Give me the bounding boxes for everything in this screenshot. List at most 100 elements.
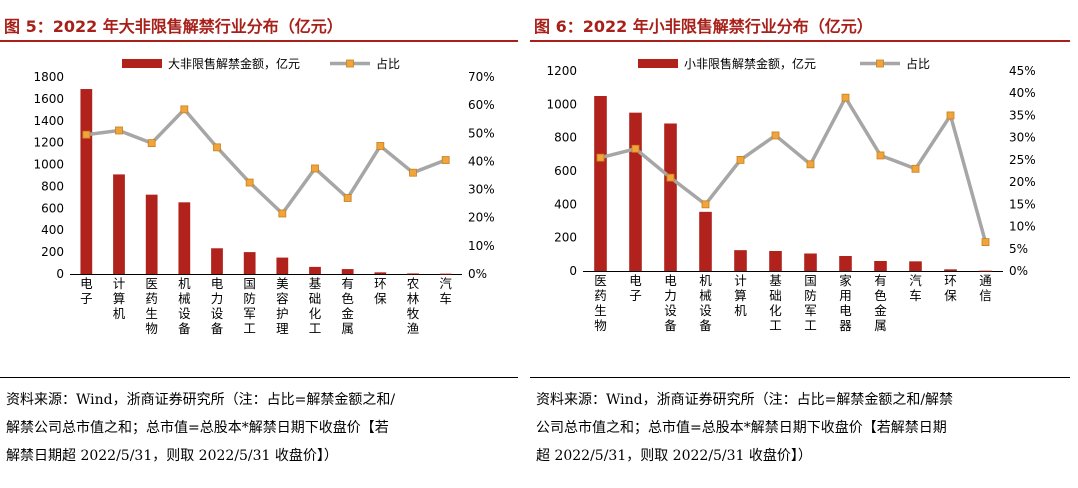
category-label-char: 电 [839, 303, 852, 318]
bar [734, 250, 747, 271]
category-label-char: 药 [594, 288, 607, 303]
y-right-tick-label: 30% [468, 183, 495, 197]
category-label-char: 备 [211, 321, 224, 336]
category-label-char: 生 [594, 303, 607, 318]
share-line [600, 95, 988, 243]
y-left-tick-label: 400 [554, 197, 577, 211]
y-right-tick-label: 10% [1009, 220, 1036, 234]
source-line: 资料来源：Wind，浙商证券研究所（注：占比=解禁金额之和/ [6, 392, 396, 408]
category-label: 医药生物 [594, 273, 607, 333]
category-label-char: 汽 [439, 276, 452, 291]
figure-5-source-rule [0, 377, 518, 378]
legend-line-label: 占比 [376, 56, 400, 71]
bar [909, 261, 922, 271]
category-label-char: 计 [734, 273, 747, 288]
category-label-char: 信 [979, 288, 992, 303]
category-label-char: 色 [341, 291, 354, 306]
category-label-char: 美 [276, 276, 289, 291]
bar [629, 112, 642, 272]
figure-5-title-rule [0, 40, 518, 42]
share-line [86, 107, 447, 216]
share-marker [180, 105, 189, 114]
source-line: 解禁公司总市值之和；总市值=总股本*解禁日期下收盘价【若 [6, 420, 389, 436]
category-label-char: 电 [629, 273, 642, 288]
category-label-char: 电 [664, 273, 677, 288]
bar [145, 194, 158, 274]
bar [769, 251, 782, 271]
category-label: 有色金属 [341, 276, 354, 336]
category-label: 家用电器 [839, 273, 852, 333]
bar [341, 269, 354, 274]
y-right-tick-label: 0% [1009, 264, 1028, 278]
y-left-tick-label: 0 [56, 267, 64, 281]
bar [80, 89, 93, 275]
category-label-char: 物 [145, 321, 158, 336]
source-line: 超 2022/5/31，则取 2022/5/31 收盘价】） [536, 448, 812, 464]
category-label-char: 农 [407, 276, 420, 291]
y-left-tick-label: 1800 [33, 70, 64, 84]
y-left-tick-label: 1200 [546, 64, 577, 78]
figure-6-title: 图 6：2022 年小非限售解禁行业分布（亿元） [534, 17, 873, 36]
category-label-char: 工 [769, 318, 782, 333]
y-right-tick-label: 45% [1009, 64, 1036, 78]
category-label-char: 设 [211, 306, 224, 321]
category-label-char: 力 [664, 288, 677, 303]
figure-6-panel: 图 6：2022 年小非限售解禁行业分布（亿元） 0 200 400 600 800 10… [530, 0, 1078, 488]
category-label-char: 机 [699, 273, 712, 288]
y-right-tick-label: 20% [468, 211, 495, 225]
share-marker [311, 164, 319, 173]
bar [804, 253, 817, 271]
share-marker [981, 238, 990, 247]
category-label-char: 设 [699, 303, 712, 318]
bar [839, 256, 852, 271]
category-label: 电力设备 [664, 273, 677, 333]
y-right-tick-label: 35% [1009, 108, 1036, 122]
bar [979, 270, 992, 272]
legend-bar-swatch [638, 59, 678, 68]
category-label-char: 备 [664, 318, 677, 333]
category-label-char: 机 [734, 303, 747, 318]
bar [178, 202, 191, 274]
category-label-char: 通 [979, 273, 992, 288]
category-label-char: 工 [309, 321, 322, 336]
category-label-char: 医 [145, 276, 158, 291]
category-label-char: 医 [594, 273, 607, 288]
category-label-char: 设 [178, 306, 191, 321]
y-right-tick-label: 20% [1009, 175, 1036, 189]
source-line: 解禁日期超 2022/5/31，则取 2022/5/31 收盘价】） [6, 448, 338, 464]
share-marker [278, 209, 287, 218]
y-right-tick-label: 5% [1009, 242, 1028, 256]
y-right-tick-label: 15% [1009, 197, 1036, 211]
share-marker [736, 155, 745, 164]
share-marker [213, 143, 221, 152]
share-marker [596, 153, 605, 162]
category-label-char: 防 [243, 291, 256, 306]
y-left-tick-label: 1400 [33, 114, 64, 128]
category-label-char: 械 [178, 291, 191, 306]
category-label-char: 器 [839, 318, 852, 333]
share-marker [409, 168, 417, 177]
bar [944, 269, 957, 271]
category-label-char: 护 [276, 306, 289, 321]
category-label: 国防军工 [804, 273, 817, 333]
y-left-tick-label: 600 [41, 201, 64, 215]
category-label-char: 力 [211, 291, 224, 306]
share-marker [376, 142, 385, 150]
y-right-tick-label: 0% [468, 267, 487, 281]
share-marker [806, 160, 815, 169]
y-left-tick-label: 200 [554, 231, 577, 245]
legend-bar-label: 大非限售解禁金额，亿元 [168, 56, 300, 71]
category-label: 环保 [374, 276, 387, 306]
category-label-char: 基 [769, 273, 782, 288]
category-label-char: 金 [341, 306, 354, 321]
category-label-char: 备 [178, 321, 191, 336]
category-label: 基础化工 [309, 276, 322, 336]
bar [699, 211, 712, 271]
bar [407, 273, 419, 275]
figure-6-source-rule [530, 377, 1070, 378]
bar [243, 252, 256, 274]
source-line: 资料来源：Wind，浙商证券研究所（注：占比=解禁金额之和/解禁 [536, 392, 954, 408]
category-label-char: 车 [909, 288, 922, 303]
share-marker [343, 194, 352, 202]
category-label-char: 电 [211, 276, 224, 291]
